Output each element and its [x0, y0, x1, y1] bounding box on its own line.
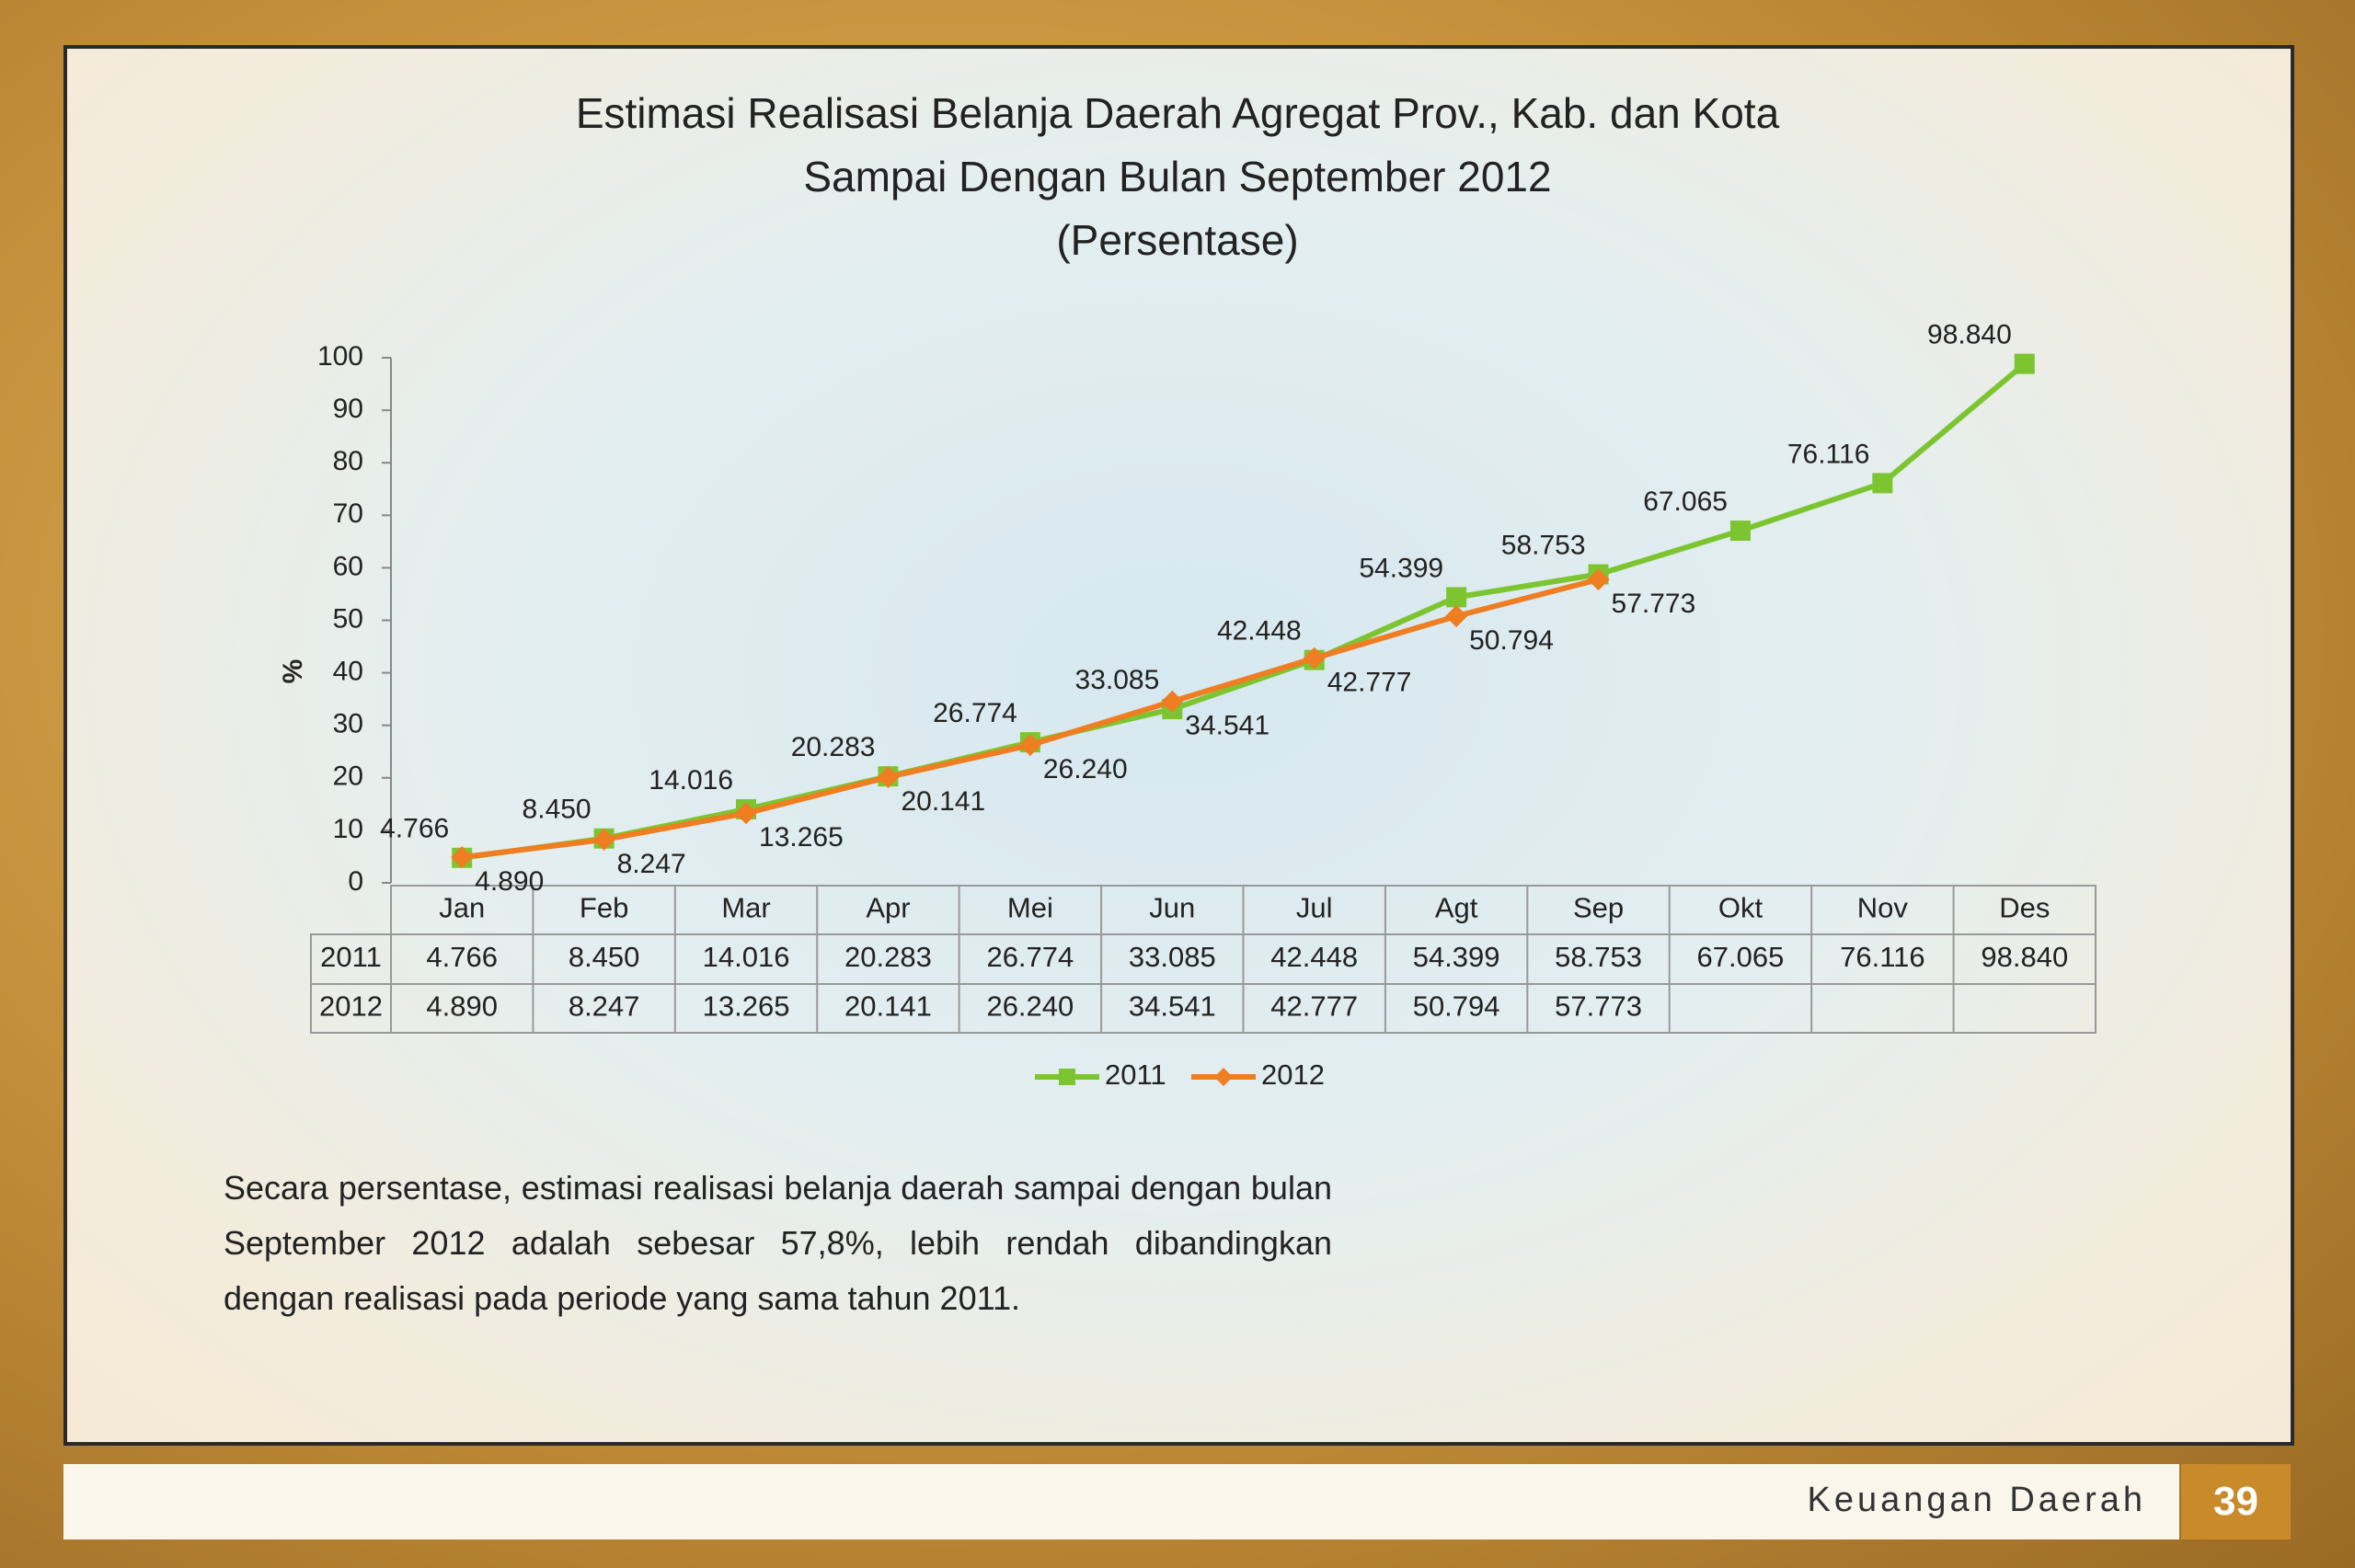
- data-label: 67.065: [1643, 486, 1728, 517]
- point-marker: [735, 802, 758, 825]
- data-label: 20.141: [901, 786, 985, 817]
- table-cell: 8.247: [569, 990, 640, 1023]
- table-row-label: 2011: [320, 941, 382, 973]
- table-cell: 4.890: [426, 990, 498, 1023]
- content-frame: [63, 45, 2294, 1446]
- x-tick-label: Agt: [1435, 892, 1478, 924]
- point-marker: [1161, 690, 1184, 713]
- y-tick-label: 100: [317, 341, 363, 372]
- table-cell: 26.774: [986, 941, 1074, 973]
- legend-label: 2012: [1261, 1059, 1325, 1091]
- y-axis-label: %: [278, 659, 308, 684]
- legend-marker: [1059, 1069, 1075, 1085]
- legend-marker: [1214, 1068, 1233, 1086]
- y-tick-label: 60: [333, 551, 363, 581]
- y-tick-label: 80: [333, 446, 363, 476]
- data-label: 58.753: [1501, 530, 1586, 560]
- table-cell: 4.766: [426, 941, 498, 973]
- chart-subtitle: (Persentase): [1056, 216, 1298, 264]
- x-tick-label: Sep: [1573, 892, 1624, 924]
- paragraph: Secara persentase, estimasi realisasi be…: [224, 1169, 1332, 1317]
- data-label: 50.794: [1469, 625, 1554, 656]
- point-marker: [592, 828, 615, 851]
- y-tick-label: 30: [333, 709, 363, 739]
- x-tick-label: Apr: [866, 892, 910, 924]
- point-marker: [1018, 734, 1041, 757]
- table-cell: 34.541: [1129, 990, 1216, 1023]
- table-cell: 8.450: [569, 941, 640, 973]
- point-marker: [1587, 568, 1610, 591]
- data-label: 34.541: [1185, 711, 1269, 741]
- x-tick-label: Jul: [1296, 892, 1333, 924]
- point-marker: [2014, 353, 2035, 374]
- data-label: 14.016: [649, 765, 733, 795]
- y-tick-label: 50: [333, 603, 363, 634]
- data-label: 98.840: [1927, 320, 2012, 350]
- data-label: 4.890: [475, 866, 544, 897]
- point-marker: [451, 846, 474, 869]
- x-tick-label: Okt: [1718, 892, 1763, 924]
- x-tick-label: Nov: [1857, 892, 1909, 924]
- data-label: 26.240: [1043, 754, 1128, 784]
- series-line: [461, 577, 1600, 861]
- data-label: 54.399: [1359, 553, 1443, 583]
- y-tick-label: 70: [333, 498, 363, 529]
- chart-title: Sampai Dengan Bulan September 2012: [803, 153, 1551, 200]
- y-tick-label: 20: [333, 761, 363, 792]
- y-tick-label: 0: [348, 866, 363, 897]
- x-tick-label: Jan: [439, 892, 485, 924]
- x-tick-label: Mar: [721, 892, 770, 924]
- table-cell: 54.399: [1413, 941, 1500, 973]
- table-cell: 76.116: [1840, 941, 1925, 973]
- table-cell: 14.016: [703, 941, 790, 973]
- data-label: 4.766: [380, 814, 449, 844]
- table-cell: 57.773: [1555, 990, 1642, 1023]
- data-label: 57.773: [1612, 589, 1696, 619]
- point-marker: [1446, 587, 1467, 608]
- point-marker: [1729, 521, 1751, 542]
- table-cell: 58.753: [1555, 941, 1642, 973]
- section-name: Keuangan Daerah: [1807, 1481, 2146, 1519]
- table-cell: 20.283: [844, 941, 932, 973]
- point-marker: [1303, 647, 1326, 670]
- point-marker: [1872, 473, 1893, 494]
- data-label: 13.265: [759, 822, 844, 853]
- series-line: [461, 361, 2027, 861]
- data-label: 42.448: [1217, 616, 1302, 647]
- data-label: 42.777: [1327, 668, 1412, 698]
- data-label: 76.116: [1787, 439, 1870, 469]
- table-row-label: 2012: [319, 990, 383, 1023]
- x-tick-label: Des: [1999, 892, 2050, 924]
- x-tick-label: Jun: [1149, 892, 1195, 924]
- table-cell: 67.065: [1697, 941, 1785, 973]
- table-cell: 20.141: [844, 990, 932, 1023]
- table-cell: 98.840: [1981, 941, 2068, 973]
- x-tick-label: Feb: [580, 892, 628, 924]
- data-label: 33.085: [1075, 665, 1160, 695]
- footer: Keuangan Daerah: [63, 1464, 2179, 1539]
- table-cell: 26.240: [986, 990, 1074, 1023]
- y-tick-label: 90: [333, 394, 363, 424]
- data-label: 8.247: [617, 849, 686, 879]
- table-cell: 50.794: [1413, 990, 1500, 1023]
- data-label: 20.283: [791, 732, 876, 762]
- y-tick-label: 10: [333, 814, 363, 844]
- point-marker: [1445, 604, 1468, 627]
- data-label: 26.774: [933, 698, 1017, 728]
- table-cell: 33.085: [1129, 941, 1216, 973]
- legend-label: 2011: [1105, 1059, 1166, 1091]
- x-tick-label: Mei: [1007, 892, 1053, 924]
- table-cell: 13.265: [703, 990, 790, 1023]
- y-tick-label: 40: [333, 657, 363, 687]
- data-label: 8.450: [523, 795, 592, 825]
- page-number: 39: [2181, 1464, 2291, 1539]
- point-marker: [877, 765, 900, 788]
- table-cell: 42.448: [1270, 941, 1358, 973]
- table-cell: 42.777: [1270, 990, 1358, 1023]
- chart-title: Estimasi Realisasi Belanja Daerah Agrega…: [576, 89, 1780, 137]
